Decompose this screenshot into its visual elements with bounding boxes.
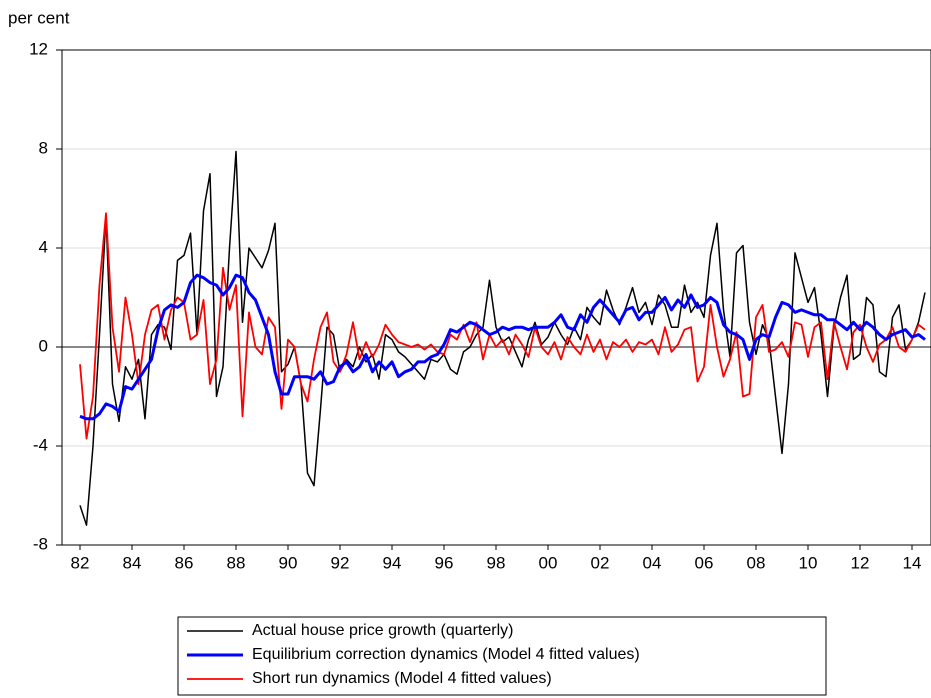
x-tick-label: 94 (383, 553, 402, 572)
x-tick-label: 08 (747, 553, 766, 572)
legend-box (177, 616, 827, 696)
x-tick-label: 98 (487, 553, 506, 572)
x-tick-label: 92 (331, 553, 350, 572)
x-tick-label: 84 (123, 553, 142, 572)
y-tick-label: 12 (29, 39, 48, 58)
series-line (79, 212, 926, 440)
plot-frame (61, 49, 931, 546)
y-tick-label: 0 (39, 336, 48, 355)
x-tick-label: 96 (435, 553, 454, 572)
legend-label: Actual house price growth (quarterly) (252, 622, 513, 639)
y-tick-label: -4 (33, 435, 48, 454)
x-tick-label: 82 (71, 553, 90, 572)
y-axis-label: per cent (8, 8, 70, 27)
x-tick-label: 88 (227, 553, 246, 572)
y-tick-label: 8 (39, 138, 48, 157)
x-tick-label: 02 (591, 553, 610, 572)
y-tick-label: -8 (33, 534, 48, 553)
x-tick-label: 12 (851, 553, 870, 572)
legend-label: Short run dynamics (Model 4 fitted value… (252, 670, 552, 687)
x-tick-label: 06 (695, 553, 714, 572)
x-tick-label: 10 (799, 553, 818, 572)
x-tick-label: 90 (279, 553, 298, 572)
x-tick-label: 04 (643, 553, 662, 572)
series-line (79, 273, 926, 421)
x-tick-label: 00 (539, 553, 558, 572)
y-tick-label: 4 (39, 237, 48, 256)
series-line (79, 150, 926, 526)
x-tick-label: 86 (175, 553, 194, 572)
x-tick-label: 14 (903, 553, 922, 572)
legend-label: Equilibrium correction dynamics (Model 4… (252, 646, 640, 663)
